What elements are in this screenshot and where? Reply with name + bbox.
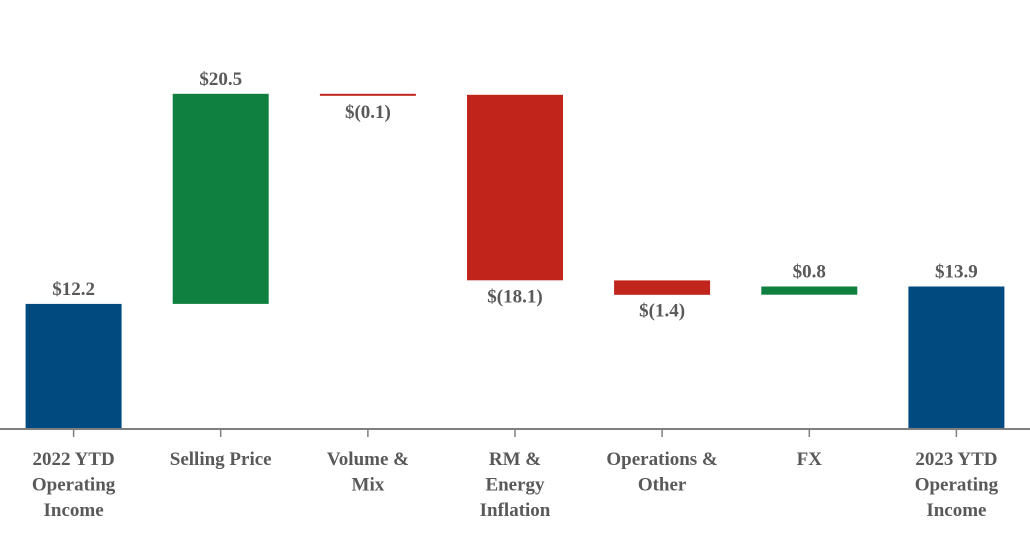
bar-3 [467,94,563,281]
x-axis [0,428,1030,437]
category-label-0-0: 2022 YTD [33,449,115,470]
bar-2 [319,93,416,96]
category-label-3-1: Energy [485,475,545,496]
value-label-1: $20.5 [199,69,242,90]
category-label-2-0: Volume & [327,449,409,470]
value-label-5: $0.8 [793,262,826,283]
category-label-1-0: Selling Price [170,449,272,470]
category-label-6-2: Income [926,500,986,521]
category-label-4-0: Operations & [606,449,717,470]
bar-5 [761,286,858,295]
category-label-4-1: Other [638,475,687,496]
bar-6 [908,286,1005,429]
bars-layer [25,93,1005,429]
category-label-0-2: Income [44,500,104,521]
value-label-2: $(0.1) [345,102,391,123]
value-label-4: $(1.4) [639,301,685,322]
value-label-6: $13.9 [935,262,978,283]
bar-1 [172,93,269,304]
labels-layer: $12.2 2022 YTD Operating Income $20.5 Selling… [32,69,999,521]
category-label-2-1: Mix [352,475,385,496]
value-label-3: $(18.1) [487,286,542,307]
bar-4 [614,280,711,295]
category-label-0-1: Operating [32,475,116,496]
category-label-5-0: FX [797,449,823,470]
bar-0 [25,303,122,429]
value-label-0: $12.2 [52,279,95,300]
category-label-3-2: Inflation [480,500,551,521]
category-label-3-0: RM & [489,449,541,470]
category-label-6-1: Operating [915,475,999,496]
category-label-6-0: 2023 YTD [915,449,997,470]
